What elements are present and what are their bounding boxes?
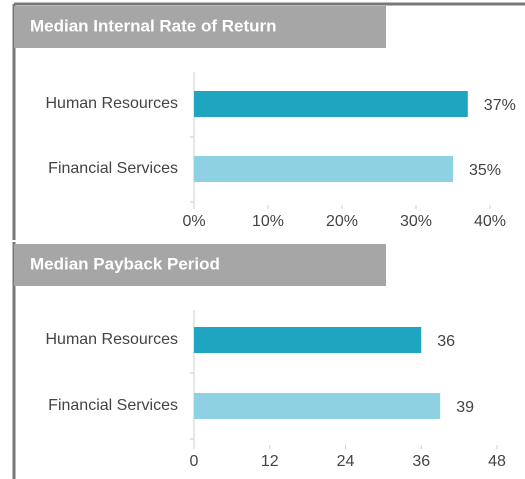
bar	[194, 91, 468, 117]
x-tick-label: 40%	[474, 213, 506, 230]
x-tick-label: 10%	[252, 213, 284, 230]
chart-title: Median Internal Rate of Return	[30, 16, 277, 35]
header-box	[14, 6, 386, 48]
x-tick-label: 48	[488, 453, 506, 470]
bar	[194, 156, 453, 182]
category-label: Financial Services	[48, 397, 178, 414]
value-label: 35%	[469, 162, 501, 179]
category-label: Financial Services	[48, 160, 178, 177]
chart-title: Median Payback Period	[30, 254, 220, 273]
bar	[194, 327, 422, 353]
header-box	[14, 244, 386, 286]
x-tick-label: 12	[261, 453, 279, 470]
category-label: Human Resources	[46, 95, 179, 112]
x-tick-label: 36	[412, 453, 430, 470]
bar	[194, 393, 441, 419]
x-tick-label: 30%	[400, 213, 432, 230]
category-label: Human Resources	[46, 331, 179, 348]
x-tick-label: 0%	[182, 213, 205, 230]
x-tick-label: 0	[190, 453, 199, 470]
x-tick-label: 20%	[326, 213, 358, 230]
value-label: 39	[456, 399, 474, 416]
value-label: 37%	[484, 97, 516, 114]
x-tick-label: 24	[337, 453, 355, 470]
value-label: 36	[437, 333, 455, 350]
